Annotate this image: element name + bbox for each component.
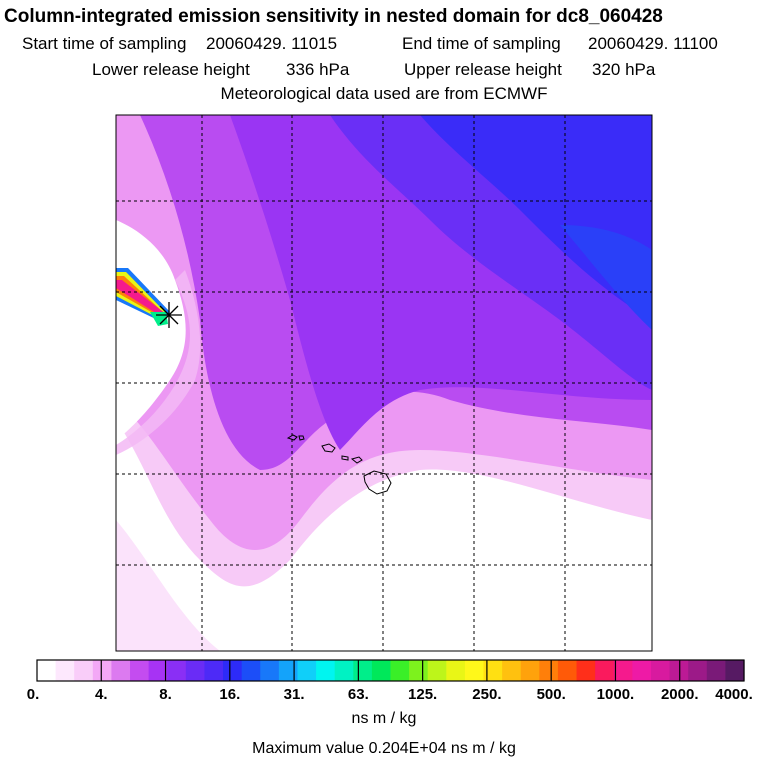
met-data-note: Meteorological data used are from ECMWF xyxy=(220,84,548,103)
colorbar-tick-label: 2000. xyxy=(660,686,699,703)
colorbar-swatch xyxy=(613,660,633,681)
colorbar-tick-label: 500. xyxy=(536,686,566,703)
colorbar-swatch xyxy=(260,660,280,681)
colorbar-swatch xyxy=(595,660,615,681)
colorbar-frame xyxy=(36,659,745,682)
colorbar-swatch xyxy=(464,660,485,681)
colorbar-swatch xyxy=(241,660,261,681)
maximum-value-note: Maximum value 0.204E+04 ns m / kg xyxy=(252,740,516,757)
colorbar-swatch xyxy=(427,660,447,681)
colorbar-swatch xyxy=(223,660,243,681)
colorbar-tick-label: 250. xyxy=(472,686,502,703)
plot-title: Column-integrated emission sensitivity i… xyxy=(4,6,663,27)
hawaii-islands xyxy=(286,434,392,495)
field-white-bottom xyxy=(280,495,652,651)
lat-lon-grid xyxy=(116,115,652,651)
field-white-bottom-left xyxy=(116,520,220,651)
end-time-label: End time of sampling xyxy=(402,34,561,53)
colorbar-swatch xyxy=(650,660,671,681)
colorbar-swatch xyxy=(520,660,540,681)
start-time-label: Start time of sampling xyxy=(22,34,187,53)
colorbar-swatch xyxy=(316,660,336,681)
colorbar-swatch xyxy=(74,660,94,681)
colorbar-ticks xyxy=(100,660,681,681)
colorbar-swatch xyxy=(725,660,745,681)
upper-height-value: 320 hPa xyxy=(592,60,656,79)
colorbar-swatch xyxy=(111,660,131,681)
colorbar-swatch xyxy=(557,660,578,681)
colorbar-swatch xyxy=(204,660,224,681)
asterisk-marker xyxy=(156,302,182,328)
colorbar-tick-label: 125. xyxy=(408,686,438,703)
map-frame xyxy=(115,114,653,652)
colorbar-tick-label: 8. xyxy=(159,686,172,703)
colorbar-tick-label: 4. xyxy=(95,686,108,703)
colorbar-swatch xyxy=(706,660,726,681)
colorbar-swatch xyxy=(353,660,373,681)
colorbar-tick-label: 31. xyxy=(283,686,305,703)
colorbar-swatch xyxy=(130,660,150,681)
colorbar-units: ns m / kg xyxy=(351,710,417,727)
field-blue xyxy=(420,115,652,320)
end-time-value: 20060429. 11100 xyxy=(588,34,718,53)
colorbar-tick-label: 0. xyxy=(26,686,40,703)
colorbar-swatch xyxy=(92,660,113,681)
field-pink-left-edge xyxy=(116,270,201,455)
lower-height-value: 336 hPa xyxy=(286,60,350,79)
colorbar xyxy=(37,660,745,681)
upper-height-label: Upper release height xyxy=(404,60,562,79)
colorbar-swatch xyxy=(334,660,354,681)
colorbar-tick-label: 63. xyxy=(347,686,369,703)
colorbar-swatch xyxy=(539,660,559,681)
lower-height-label: Lower release height xyxy=(92,60,250,79)
colorbar-tick-label: 1000. xyxy=(596,686,635,703)
colorbar-swatch xyxy=(390,660,410,681)
colorbar-swatch xyxy=(688,660,708,681)
colorbar-swatch xyxy=(409,660,429,681)
field-deep-blue xyxy=(560,225,652,330)
colorbar-swatch xyxy=(55,660,75,681)
colorbar-tick-label: 16. xyxy=(219,686,241,703)
colorbar-swatch xyxy=(167,660,187,681)
colorbar-swatch xyxy=(148,660,168,681)
colorbar-swatch xyxy=(37,660,57,681)
colorbar-tick-label: 4000. xyxy=(715,686,753,703)
colorbar-swatch xyxy=(297,660,317,681)
colorbar-swatch xyxy=(483,660,503,681)
sensitivity-field xyxy=(116,115,652,651)
colorbar-swatch xyxy=(632,660,652,681)
colorbar-swatch xyxy=(278,660,299,681)
start-time-value: 20060429. 11015 xyxy=(206,34,338,53)
colorbar-swatch xyxy=(502,660,522,681)
colorbar-swatch xyxy=(576,660,596,681)
colorbar-swatch xyxy=(185,660,206,681)
colorbar-swatch xyxy=(371,660,392,681)
colorbar-swatch xyxy=(446,660,466,681)
